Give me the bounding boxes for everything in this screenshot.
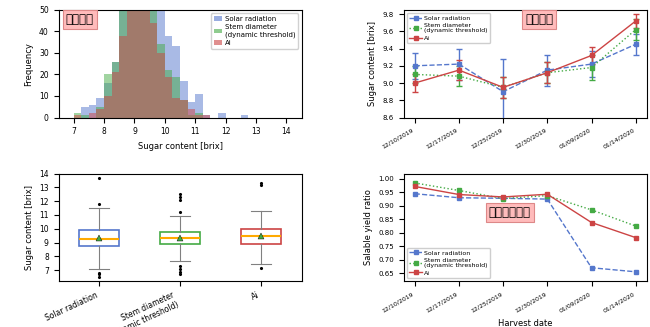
Bar: [172, 98, 180, 117]
Bar: [73, 113, 81, 117]
Bar: [96, 109, 104, 117]
Bar: [96, 107, 104, 117]
Legend: Solar radiation, Stem diameter
(dynamic threshold), Ai: Solar radiation, Stem diameter (dynamic …: [407, 13, 490, 43]
Bar: [119, 8, 127, 117]
Bar: [127, 8, 135, 117]
Bar: [81, 115, 89, 117]
Bar: [142, 0, 150, 117]
Bar: [73, 115, 81, 117]
Bar: [104, 75, 112, 117]
Bar: [104, 96, 112, 117]
Bar: [157, 0, 165, 117]
Bar: [89, 113, 96, 117]
Stem diameter
(dynamic threshold): [543, 194, 551, 198]
Bar: [119, 8, 127, 117]
Y-axis label: Frequency: Frequency: [25, 42, 33, 86]
Solar radiation: [588, 266, 595, 270]
Line: Ai: Ai: [412, 184, 638, 240]
Bar: [188, 115, 195, 117]
Bar: [142, 0, 150, 117]
Bar: [157, 44, 165, 117]
Bar: [180, 100, 188, 117]
Ai: [455, 193, 463, 197]
Bar: [127, 0, 135, 117]
Bar: [142, 0, 150, 117]
Bar: [157, 53, 165, 117]
Stem diameter
(dynamic threshold): [411, 181, 419, 185]
Stem diameter
(dynamic threshold): [499, 197, 507, 200]
Bar: [119, 36, 127, 117]
Solar radiation: [455, 196, 463, 200]
Bar: [150, 8, 157, 117]
Bar: [218, 113, 226, 117]
Ai: [588, 220, 595, 224]
X-axis label: Sugar content [brix]: Sugar content [brix]: [138, 142, 222, 151]
Bar: [180, 81, 188, 117]
Bar: [150, 0, 157, 117]
Text: 糖度推移: 糖度推移: [525, 13, 553, 26]
Bar: [96, 98, 104, 117]
Legend: Solar radiation, Stem diameter
(dynamic threshold), Ai: Solar radiation, Stem diameter (dynamic …: [211, 13, 298, 48]
Y-axis label: Sugar content [brix]: Sugar content [brix]: [368, 21, 377, 106]
Bar: [203, 115, 211, 117]
Bar: [165, 36, 172, 117]
Bar: [150, 23, 157, 117]
Bar: [135, 0, 142, 117]
Bar: [112, 61, 119, 117]
Y-axis label: Salable yield ratio: Salable yield ratio: [363, 189, 372, 265]
Bar: [89, 105, 96, 117]
Bar: [195, 94, 203, 117]
Bar: [165, 77, 172, 117]
Bar: [165, 70, 172, 117]
Stem diameter
(dynamic threshold): [588, 208, 595, 212]
Solar radiation: [499, 196, 507, 200]
Bar: [195, 113, 203, 117]
Ai: [411, 184, 419, 188]
Bar: [195, 115, 203, 117]
Solar radiation: [632, 270, 640, 274]
Stem diameter
(dynamic threshold): [455, 189, 463, 193]
Ai: [543, 192, 551, 196]
Y-axis label: Sugar content [brix]: Sugar content [brix]: [25, 185, 34, 270]
Ai: [632, 236, 640, 240]
Bar: [112, 72, 119, 117]
Bar: [240, 115, 248, 117]
Bar: [112, 61, 119, 117]
Ai: [499, 195, 507, 199]
Bar: [81, 107, 89, 117]
Solar radiation: [411, 192, 419, 196]
Bar: [180, 100, 188, 117]
X-axis label: Harvest date: Harvest date: [498, 319, 552, 327]
Bar: [104, 83, 112, 117]
Text: 可販果率推移: 可販果率推移: [489, 206, 531, 219]
Bar: [188, 109, 195, 117]
Text: 糖度分布: 糖度分布: [66, 13, 94, 26]
Bar: [135, 0, 142, 117]
Bar: [203, 115, 211, 117]
Bar: [127, 0, 135, 117]
Bar: [135, 3, 142, 117]
Bar: [172, 77, 180, 117]
Line: Solar radiation: Solar radiation: [412, 191, 638, 274]
Bar: [188, 102, 195, 117]
Legend: Solar radiation, Stem diameter
(dynamic threshold), Ai: Solar radiation, Stem diameter (dynamic …: [407, 248, 490, 278]
Solar radiation: [543, 197, 551, 201]
Bar: [172, 46, 180, 117]
Line: Stem diameter
(dynamic threshold): Stem diameter (dynamic threshold): [412, 181, 638, 229]
Stem diameter
(dynamic threshold): [632, 224, 640, 228]
